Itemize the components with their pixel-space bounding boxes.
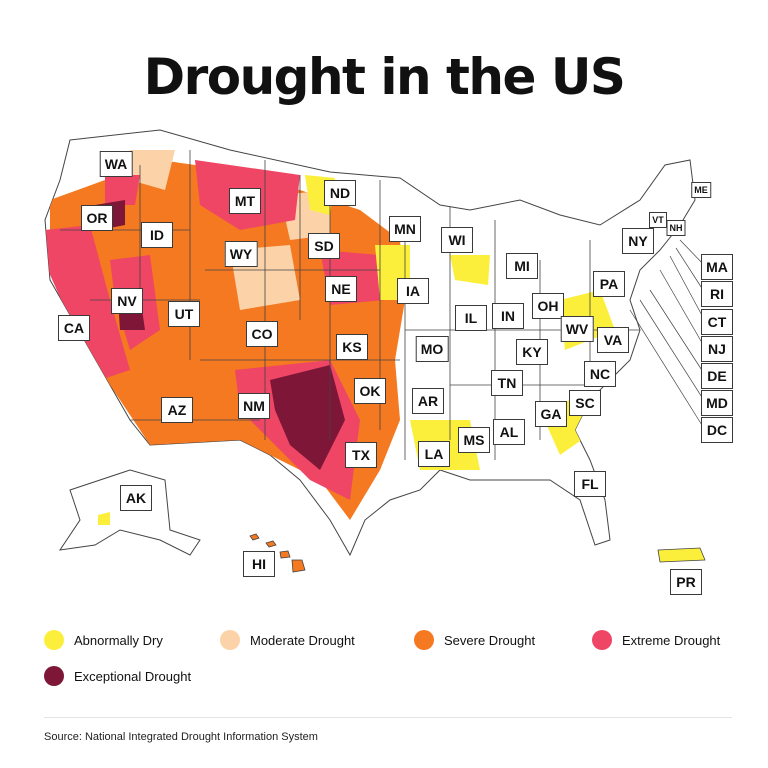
state-label-wv: WV [560,316,594,342]
legend-item-moderate-drought: Moderate Drought [220,630,355,650]
puerto-rico-shape [657,547,706,563]
legend-swatch-moderate-drought [220,630,240,650]
state-label-mt: MT [229,188,261,214]
state-label-ct: CT [701,309,733,335]
legend-swatch-exceptional-drought [44,666,64,686]
state-label-fl: FL [574,471,606,497]
legend-item-extreme-drought: Extreme Drought [592,630,720,650]
legend-swatch-severe-drought [414,630,434,650]
state-label-ok: OK [354,378,386,404]
state-label-al: AL [493,419,525,445]
state-label-wy: WY [224,241,258,267]
state-label-ne: NE [325,276,357,302]
legend-item-abnormally-dry: Abnormally Dry [44,630,163,650]
legend-label: Abnormally Dry [74,632,163,648]
state-label-ma: MA [701,254,733,280]
state-label-co: CO [246,321,278,347]
zone-extreme-wa [105,175,140,205]
state-label-in: IN [492,303,524,329]
zone-extreme-ca [45,225,130,380]
state-label-ar: AR [412,388,444,414]
state-label-hi: HI [243,551,275,577]
state-label-nj: NJ [701,336,733,362]
state-label-ks: KS [336,334,368,360]
alaska-dry-zone [98,512,110,525]
state-label-ny: NY [622,228,654,254]
divider [44,717,732,718]
legend: Abnormally Dry Moderate Drought Severe D… [40,622,740,692]
state-label-ri: RI [701,281,733,307]
state-label-oh: OH [532,293,564,319]
state-label-de: DE [701,363,733,389]
state-label-nh: NH [666,220,686,236]
legend-label: Extreme Drought [622,632,721,648]
state-label-ga: GA [535,401,567,427]
zone-moderate-2 [130,150,175,190]
state-label-la: LA [418,441,450,467]
page-title: Drought in the US [143,48,626,106]
state-label-ak: AK [120,485,152,511]
state-label-wa: WA [99,151,133,177]
state-label-md: MD [701,390,733,416]
state-label-ky: KY [516,339,548,365]
legend-label: Moderate Drought [250,632,355,648]
legend-label: Exceptional Drought [74,668,192,684]
state-label-mn: MN [389,216,421,242]
state-label-dc: DC [701,417,733,443]
state-label-nc: NC [584,361,616,387]
state-label-ia: IA [397,278,429,304]
state-label-tx: TX [345,442,377,468]
callout-lines [629,239,706,431]
state-label-mo: MO [415,336,449,362]
state-label-pa: PA [593,271,625,297]
legend-swatch-abnormally-dry [44,630,64,650]
state-label-me: ME [691,182,711,198]
state-label-vt: VT [649,212,667,228]
legend-item-exceptional-drought: Exceptional Drought [44,666,191,686]
state-label-az: AZ [161,397,193,423]
state-label-ca: CA [58,315,90,341]
alaska-shape [58,469,201,556]
source-note: Source: National Integrated Drought Info… [44,731,318,743]
zone-exceptional-tx [270,365,345,470]
state-label-nv: NV [111,288,143,314]
zone-dry-wi [450,255,490,285]
legend-label: Severe Drought [444,632,536,648]
state-label-mi: MI [506,253,538,279]
legend-swatch-extreme-drought [592,630,612,650]
state-label-il: IL [455,305,487,331]
state-label-ms: MS [458,427,490,453]
state-label-tn: TN [491,370,523,396]
state-label-sc: SC [569,390,601,416]
state-label-va: VA [597,327,629,353]
state-label-ut: UT [168,301,200,327]
state-label-nd: ND [324,180,356,206]
state-label-pr: PR [670,569,702,595]
legend-item-severe-drought: Severe Drought [414,630,535,650]
state-label-sd: SD [308,233,340,259]
hawaii-islands [249,533,306,573]
state-label-wi: WI [441,227,473,253]
state-label-or: OR [81,205,113,231]
state-label-nm: NM [238,393,270,419]
state-label-id: ID [141,222,173,248]
